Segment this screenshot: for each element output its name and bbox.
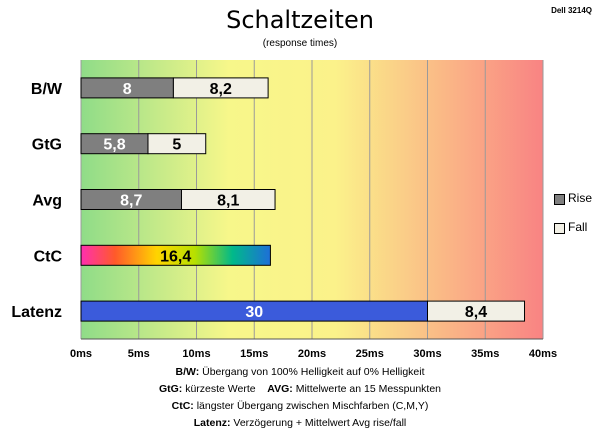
bar-fall-4	[427, 300, 526, 322]
x-tick-label-6: 30ms	[413, 348, 441, 360]
x-tick-label-1: 5ms	[128, 348, 150, 360]
footnote-latenz: Latenz: Verzögerung + Mittelwert Avg ris…	[193, 417, 407, 429]
x-tick-label-3: 15ms	[240, 348, 268, 360]
legend-label-rise: Rise	[568, 191, 593, 205]
legend-label-fall: Fall	[568, 220, 588, 234]
data-label-rise-1: 5,8	[103, 137, 125, 154]
chart-title: Schaltzeiten	[226, 6, 374, 34]
bar-fall-2	[180, 189, 276, 210]
x-tick-label-4: 20ms	[298, 348, 326, 360]
monitor-model-label: Dell 3214Q	[551, 6, 592, 15]
bar-fall-0	[172, 77, 269, 99]
footnote-bw: B/W: Übergang von 100% Helligkeit auf 0%…	[175, 366, 425, 378]
data-label-fall-1: 5	[172, 137, 181, 154]
x-tick-label-8: 40ms	[529, 348, 557, 360]
data-label-rise-0: 8	[123, 81, 132, 98]
data-label-rise-4: 30	[245, 304, 263, 321]
x-tick-label-7: 35ms	[471, 348, 499, 360]
category-label-3: CtC	[34, 248, 63, 265]
x-tick-label-0: 0ms	[70, 348, 92, 360]
bar-rise-3	[80, 244, 271, 266]
category-label-0: B/W	[31, 81, 63, 98]
category-label-1: GtG	[32, 137, 62, 154]
category-label-4: Latenz	[11, 304, 62, 321]
chart-subtitle: (response times)	[262, 38, 338, 49]
bar-fall-1	[147, 133, 207, 155]
x-tick-label-2: 10ms	[182, 348, 210, 360]
data-label-fall-2: 8,1	[217, 193, 239, 210]
x-tick-label-5: 25ms	[356, 348, 384, 360]
data-label-fall-0: 8,2	[210, 81, 232, 98]
legend-swatch-fall	[554, 223, 565, 234]
category-label-2: Avg	[32, 193, 62, 210]
data-label-fall-4: 8,4	[465, 304, 487, 321]
data-label-rise-2: 8,7	[120, 193, 142, 210]
footnote-gtg-avg: GtG: kürzeste Werte AVG: Mittelwerte an …	[158, 383, 442, 395]
legend-swatch-rise	[554, 194, 565, 205]
data-label-rise-3: 16,4	[160, 248, 191, 265]
footnote-ctc: CtC: längster Übergang zwischen Mischfar…	[171, 400, 429, 412]
